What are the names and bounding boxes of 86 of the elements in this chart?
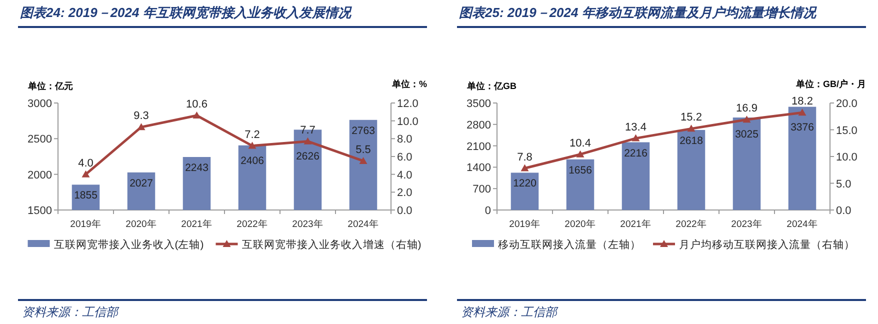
data-label: 2027 [130, 177, 154, 190]
y-tick-label: 0 [484, 205, 491, 217]
data-label: 2243 [185, 162, 209, 174]
y2-tick-label: 0.0 [836, 205, 852, 217]
y2-tick-label: 0.0 [397, 205, 412, 217]
x-tick-label: 2022年 [236, 218, 268, 230]
data-label: 7.2 [244, 128, 260, 141]
point [520, 164, 529, 172]
data-label: 4.0 [78, 157, 94, 170]
bar [566, 159, 594, 210]
data-label: 13.4 [625, 121, 646, 134]
y2-tick-label: 15.0 [836, 124, 858, 137]
data-label: 1855 [74, 190, 98, 202]
x-tick-label: 2019年 [70, 218, 102, 230]
data-label: 3376 [790, 122, 814, 134]
x-tick-label: 2019年 [509, 218, 540, 230]
y2-tick-label: 6.0 [397, 152, 412, 164]
legend-label: 移动互联网接入流量（左轴） [498, 238, 641, 251]
y2-tick-label: 12.0 [397, 98, 418, 110]
y2-tick-label: 20.0 [836, 98, 858, 110]
data-label: 2406 [240, 154, 264, 167]
data-label: 2216 [624, 147, 648, 160]
y-tick-label: 700 [472, 184, 491, 196]
y-tick-label: 3000 [28, 98, 52, 110]
y2-tick-label: 10.0 [397, 116, 418, 128]
data-label: 9.3 [134, 110, 149, 122]
y-tick-label: 2000 [28, 169, 52, 182]
bar [622, 142, 650, 210]
y2-axis-title: 单位：GB/户・月 [794, 79, 866, 89]
data-label: 1656 [568, 164, 592, 176]
data-label: 3025 [735, 128, 759, 141]
point [137, 123, 146, 130]
data-label: 2626 [296, 150, 320, 162]
x-tick-label: 2021年 [181, 218, 212, 230]
bar [677, 130, 706, 210]
point [687, 124, 696, 132]
point [304, 137, 312, 144]
y-tick-label: 1500 [28, 205, 52, 217]
bar [732, 118, 761, 210]
y-tick-label: 1400 [466, 162, 491, 174]
point [576, 150, 584, 158]
x-tick-label: 2023年 [292, 218, 324, 230]
x-tick-label: 2021年 [620, 218, 652, 230]
point [798, 108, 806, 116]
bar [510, 172, 539, 210]
data-label: 5.5 [356, 144, 371, 156]
point [82, 170, 90, 178]
text: 资料来源：工信部 [461, 305, 559, 319]
y2-tick-label: 4.0 [397, 169, 412, 182]
y2-tick-label: 5.0 [836, 178, 852, 190]
y-tick-label: 2500 [28, 134, 52, 146]
data-label: 2618 [680, 134, 704, 147]
data-label: 7.8 [517, 151, 532, 164]
data-label: 16.9 [736, 102, 758, 115]
chart-title: 图表24: 2019－2024 年互联网宽带接入业务收入发展情况 [20, 5, 352, 20]
y2-tick-label: 8.0 [397, 134, 412, 146]
y-axis-title: 单位：亿GB [466, 81, 517, 91]
legend-label: 月户均移动互联网接入流量（右轴） [679, 238, 855, 251]
y2-tick-label: 10.0 [836, 152, 858, 164]
y-tick-label: 3500 [466, 98, 491, 110]
point [632, 134, 640, 142]
point [248, 142, 256, 149]
y2-tick-label: 2.0 [397, 187, 412, 200]
point [359, 156, 368, 164]
legend-label: 互联网宽带接入业务收入(左轴) [54, 238, 204, 251]
x-tick-label: 2024年 [348, 218, 379, 230]
data-label: 18.2 [792, 96, 813, 108]
data-label: 10.4 [570, 137, 591, 150]
data-label: 2763 [352, 124, 376, 137]
y-tick-label: 2800 [466, 119, 491, 132]
x-tick-label: 2022年 [676, 218, 707, 230]
x-tick-label: 2024年 [786, 218, 818, 230]
point [742, 116, 751, 123]
chart-title: 图表25: 2019－2024 年移动互联网流量及月户均流量增长情况 [459, 5, 817, 20]
x-tick-label: 2023年 [731, 218, 762, 230]
x-tick-label: 2020年 [126, 218, 157, 230]
y-axis-title: 单位：亿元 [27, 81, 73, 91]
data-label: 1220 [513, 178, 537, 190]
bar [788, 106, 816, 210]
x-tick-label: 2020年 [564, 218, 596, 230]
data-label: 15.2 [680, 112, 702, 124]
y2-axis-title: 单位：% [390, 79, 427, 89]
y-tick-label: 2100 [466, 140, 491, 153]
text: 资料来源：工信部 [22, 305, 120, 319]
data-label: 10.6 [186, 98, 208, 110]
legend-label: 互联网宽带接入业务收入增速（右轴) [242, 238, 422, 251]
